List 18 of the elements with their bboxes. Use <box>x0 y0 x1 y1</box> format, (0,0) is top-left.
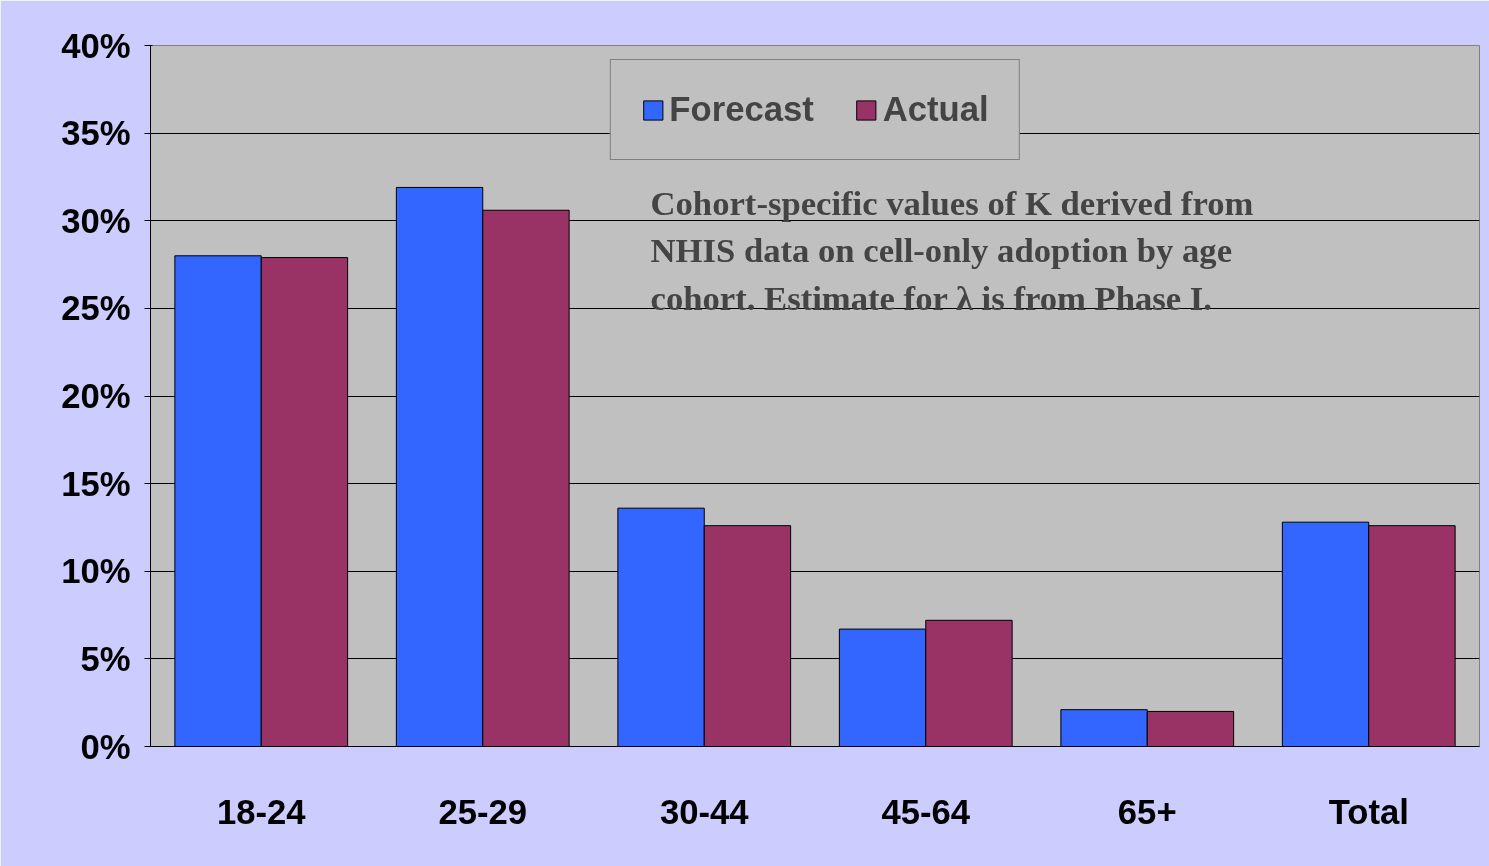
x-tick-label: Total <box>1328 792 1409 831</box>
x-tick-label: 25-29 <box>438 792 528 831</box>
x-tick-label: 45-64 <box>881 792 971 831</box>
y-tick-label: 10% <box>61 552 131 591</box>
legend-label: Actual <box>882 90 989 129</box>
y-tick-label: 20% <box>61 377 131 415</box>
y-tick-label: 25% <box>61 289 131 328</box>
y-tick-label: 5% <box>80 639 131 678</box>
x-tick-label: 65+ <box>1117 792 1177 831</box>
x-tick-label: 30-44 <box>659 792 750 831</box>
y-tick-label: 40% <box>61 26 131 65</box>
annotation: Cohort-specific values of K derived from NHIS data on cell-only adoption by age cohort. Estimate for λ is from Phase I. <box>650 183 1254 317</box>
y-tick-label: 0% <box>80 727 131 766</box>
y-tick-label: 35% <box>61 114 131 153</box>
x-tick-label: 18-24 <box>216 792 307 831</box>
y-tick-label: 15% <box>61 464 131 503</box>
legend-label: Forecast <box>669 90 814 129</box>
y-tick-label: 30% <box>61 201 131 240</box>
